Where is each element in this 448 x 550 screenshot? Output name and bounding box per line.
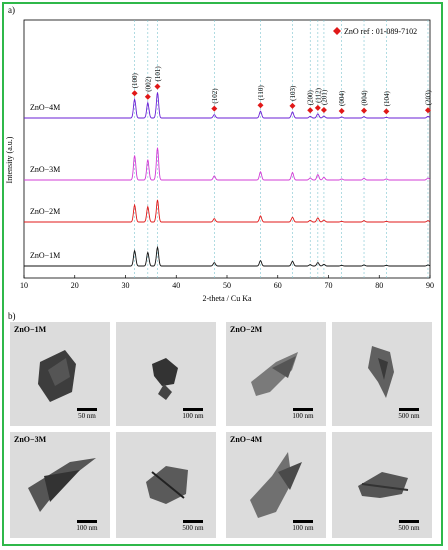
hkl-label: (110) bbox=[257, 85, 265, 101]
peak-marker bbox=[289, 102, 296, 109]
legend-marker bbox=[333, 27, 341, 35]
xrd-chart: 10 20 30 40 50 60 70 80 90 (100) (002)(101) (102) (… bbox=[5, 19, 434, 303]
series-line bbox=[24, 92, 431, 119]
x-tick-label: 10 bbox=[20, 281, 28, 290]
scale-bar: 100 nm bbox=[72, 520, 102, 532]
scale-bar: 100 nm bbox=[288, 520, 318, 532]
x-tick-label: 70 bbox=[325, 281, 333, 290]
series-label: ZnO−1M bbox=[30, 251, 60, 260]
hkl-label: (100) bbox=[131, 72, 139, 88]
particle-image bbox=[146, 466, 188, 504]
plot-frame bbox=[23, 19, 431, 279]
particle-image bbox=[152, 358, 178, 400]
hkl-label: (201) bbox=[320, 89, 328, 105]
scale-bar: 100 nm bbox=[288, 408, 318, 420]
peak-marker bbox=[144, 93, 151, 100]
tem-label-1m: ZnO−1M bbox=[14, 325, 47, 334]
hkl-label: (200) bbox=[307, 89, 315, 105]
panel-a-label: a) bbox=[8, 5, 15, 15]
tem-label-2m: ZnO−2M bbox=[230, 325, 263, 334]
series-line bbox=[24, 199, 431, 223]
particle-image bbox=[250, 452, 302, 518]
tem-4m-a: ZnO−4M 100 nm bbox=[226, 432, 326, 538]
x-tick-label: 30 bbox=[122, 281, 130, 290]
peak-marker bbox=[424, 107, 431, 114]
peak-marker bbox=[320, 106, 327, 113]
tem-label-3m: ZnO−3M bbox=[14, 435, 47, 444]
hkl-label: (004) bbox=[338, 90, 346, 106]
particle-image bbox=[358, 472, 409, 498]
tem-4m-b: 500 nm bbox=[332, 432, 432, 538]
hkl-label: (101) bbox=[154, 66, 162, 82]
hkl-label: (104) bbox=[383, 90, 391, 106]
peak-marker bbox=[314, 104, 321, 111]
legend-text: ZnO ref : 01-089-7102 bbox=[344, 27, 417, 36]
x-tick-label: 50 bbox=[223, 281, 231, 290]
x-tick-label: 40 bbox=[172, 281, 180, 290]
x-axis-label: 2-theta / Cu Ka bbox=[202, 294, 252, 303]
hkl-label: (203) bbox=[424, 89, 432, 105]
series-line bbox=[24, 147, 431, 181]
tem-1m-b: 100 nm bbox=[116, 322, 216, 426]
x-tick-label: 90 bbox=[426, 281, 434, 290]
particle-image bbox=[368, 346, 394, 398]
x-tick-label: 60 bbox=[274, 281, 282, 290]
hkl-label: (002) bbox=[144, 76, 152, 92]
series-label: ZnO−3M bbox=[30, 165, 60, 174]
peak-marker bbox=[257, 102, 264, 109]
peak-marker bbox=[383, 108, 390, 115]
series-label: ZnO−4M bbox=[30, 103, 60, 112]
particle-image bbox=[38, 350, 76, 402]
peak-marker bbox=[131, 90, 138, 97]
hkl-label: (112) bbox=[314, 87, 322, 103]
peak-marker bbox=[361, 107, 368, 114]
x-tick-label: 20 bbox=[71, 281, 79, 290]
tem-2m-a: ZnO−2M 100 nm bbox=[226, 322, 326, 426]
particle-image bbox=[251, 352, 298, 396]
scale-bar: 500 nm bbox=[178, 520, 208, 532]
series-label: ZnO−2M bbox=[30, 207, 60, 216]
figure-frame bbox=[2, 2, 443, 546]
peak-marker bbox=[154, 83, 161, 90]
hkl-label: (004) bbox=[361, 90, 369, 106]
y-axis-label: Intensity (a.u.) bbox=[5, 136, 14, 183]
scale-bar: 50 nm bbox=[72, 408, 102, 420]
tem-3m-b: 500 nm bbox=[116, 432, 216, 538]
scale-bar: 100 nm bbox=[178, 408, 208, 420]
panel-b-label: b) bbox=[8, 311, 16, 321]
tem-3m-a: ZnO−3M 100 nm bbox=[10, 432, 110, 538]
tem-label-4m: ZnO−4M bbox=[230, 435, 263, 444]
hkl-label: (102) bbox=[211, 88, 219, 104]
tem-1m-a: ZnO−1M 50 nm bbox=[10, 322, 110, 426]
peak-marker bbox=[211, 105, 218, 112]
scale-bar: 500 nm bbox=[394, 408, 424, 420]
x-tick-label: 80 bbox=[375, 281, 383, 290]
peak-marker bbox=[338, 107, 345, 114]
hkl-label: (103) bbox=[289, 85, 297, 101]
peak-marker bbox=[307, 107, 314, 114]
scale-bar: 500 nm bbox=[394, 520, 424, 532]
series-line bbox=[24, 245, 431, 267]
tem-2m-b: 500 nm bbox=[332, 322, 432, 426]
particle-image bbox=[28, 458, 96, 512]
